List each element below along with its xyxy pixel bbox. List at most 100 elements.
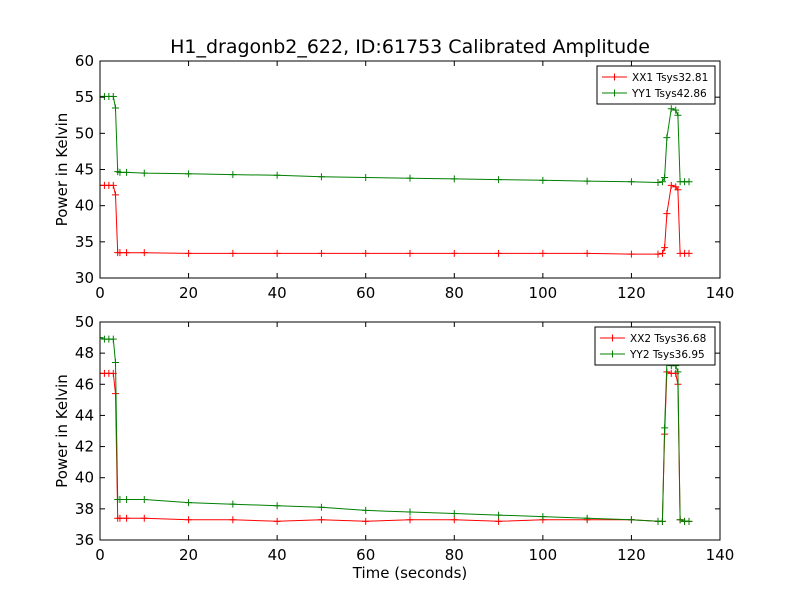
- bottom-subplot: 0 20 40 60 80 100 120 140 36 38 40 42 44 46 48 50 Power …: [53, 313, 734, 582]
- series-markers-2: [100, 334, 693, 525]
- legend-label: XX1 Tsys32.81: [632, 72, 708, 84]
- data-point: [116, 249, 124, 257]
- plot-area: [100, 334, 693, 525]
- data-point: [229, 500, 237, 508]
- data-point: [185, 499, 193, 507]
- y-tick-label: 45: [75, 161, 94, 179]
- x-tick-label: 40: [268, 546, 287, 564]
- data-point: [406, 174, 414, 182]
- data-point: [685, 517, 693, 525]
- data-point: [406, 508, 414, 516]
- data-point: [450, 510, 458, 518]
- data-point: [583, 177, 591, 185]
- data-point: [109, 335, 117, 343]
- x-tick-label: 60: [356, 284, 375, 302]
- data-point: [627, 178, 635, 186]
- y-tick-label: 48: [75, 344, 94, 362]
- y-tick-label: 35: [75, 233, 94, 251]
- series-line-1: [100, 371, 689, 522]
- data-point: [229, 249, 237, 257]
- data-point: [112, 358, 119, 366]
- data-point: [317, 516, 325, 524]
- data-point: [495, 249, 503, 257]
- data-point: [109, 92, 117, 100]
- data-point: [112, 191, 119, 199]
- chart-title: H1_dragonb2_622, ID:61753 Calibrated Amp…: [170, 36, 650, 58]
- y-tick-label: 36: [75, 531, 94, 549]
- x-tick-label: 120: [617, 284, 646, 302]
- x-tick-label: 120: [617, 546, 646, 564]
- data-point: [495, 511, 503, 519]
- data-point: [123, 168, 131, 176]
- series-markers-1: [100, 181, 693, 258]
- data-point: [539, 513, 547, 521]
- series-markers-1: [100, 368, 693, 525]
- y-tick-label: 50: [75, 124, 94, 142]
- data-point: [100, 334, 104, 342]
- data-point: [583, 514, 591, 522]
- data-point: [661, 244, 669, 252]
- data-point: [495, 517, 503, 525]
- y-tick-label: 40: [75, 469, 94, 487]
- data-point: [362, 173, 370, 181]
- axes-frame: [99, 321, 721, 541]
- data-point: [674, 368, 682, 376]
- y-tick-label: 60: [75, 52, 94, 70]
- data-point: [654, 250, 662, 258]
- y-tick-label: 55: [75, 88, 94, 106]
- data-point: [450, 249, 458, 257]
- legend-marker: [609, 334, 616, 342]
- x-tick-label: 80: [445, 284, 464, 302]
- data-point: [450, 175, 458, 183]
- data-point: [140, 496, 148, 504]
- legend-item: YY1 Tsys42.86: [602, 88, 707, 100]
- legend-marker: [611, 89, 618, 97]
- legend-marker: [609, 350, 616, 358]
- series-markers-2: [100, 92, 693, 187]
- legend-marker: [611, 73, 618, 81]
- data-point: [674, 111, 682, 119]
- data-point: [663, 134, 671, 142]
- legend-item: XX1 Tsys32.81: [602, 72, 708, 84]
- data-point: [685, 178, 693, 186]
- data-point: [450, 516, 458, 524]
- x-tick-label: 140: [706, 284, 735, 302]
- data-point: [406, 516, 414, 524]
- data-point: [185, 516, 193, 524]
- x-tick-label: 20: [179, 284, 198, 302]
- x-tick-label: 20: [179, 546, 198, 564]
- x-tick-label: 0: [95, 284, 105, 302]
- y-tick-label: 42: [75, 438, 94, 456]
- data-point: [495, 176, 503, 184]
- data-point: [185, 249, 193, 257]
- y-tick-label: 38: [75, 500, 94, 518]
- data-point: [116, 496, 124, 504]
- data-point: [112, 104, 119, 112]
- data-point: [116, 514, 124, 522]
- data-point: [109, 181, 117, 189]
- data-point: [539, 249, 547, 257]
- data-point: [140, 249, 148, 257]
- data-point: [273, 502, 281, 510]
- data-point: [229, 516, 237, 524]
- y-axis-label: Power in Kelvin: [53, 113, 71, 227]
- data-point: [185, 170, 193, 178]
- x-tick-label: 100: [529, 284, 558, 302]
- legend-label: YY2 Tsys36.95: [629, 349, 705, 361]
- data-point: [661, 173, 669, 181]
- data-point: [661, 424, 669, 432]
- data-point: [583, 249, 591, 257]
- legend-label: YY1 Tsys42.86: [631, 88, 707, 100]
- data-point: [658, 249, 666, 257]
- data-point: [273, 517, 281, 525]
- data-point: [685, 249, 693, 257]
- y-tick-label: 40: [75, 197, 94, 215]
- data-point: [674, 186, 682, 194]
- y-axis-label: Power in Kelvin: [53, 374, 71, 488]
- data-point: [658, 517, 666, 525]
- x-tick-label: 0: [95, 546, 105, 564]
- y-tick-label: 50: [75, 313, 94, 331]
- data-point: [667, 105, 675, 113]
- series-line-2: [100, 95, 689, 184]
- series-line-1: [100, 184, 689, 255]
